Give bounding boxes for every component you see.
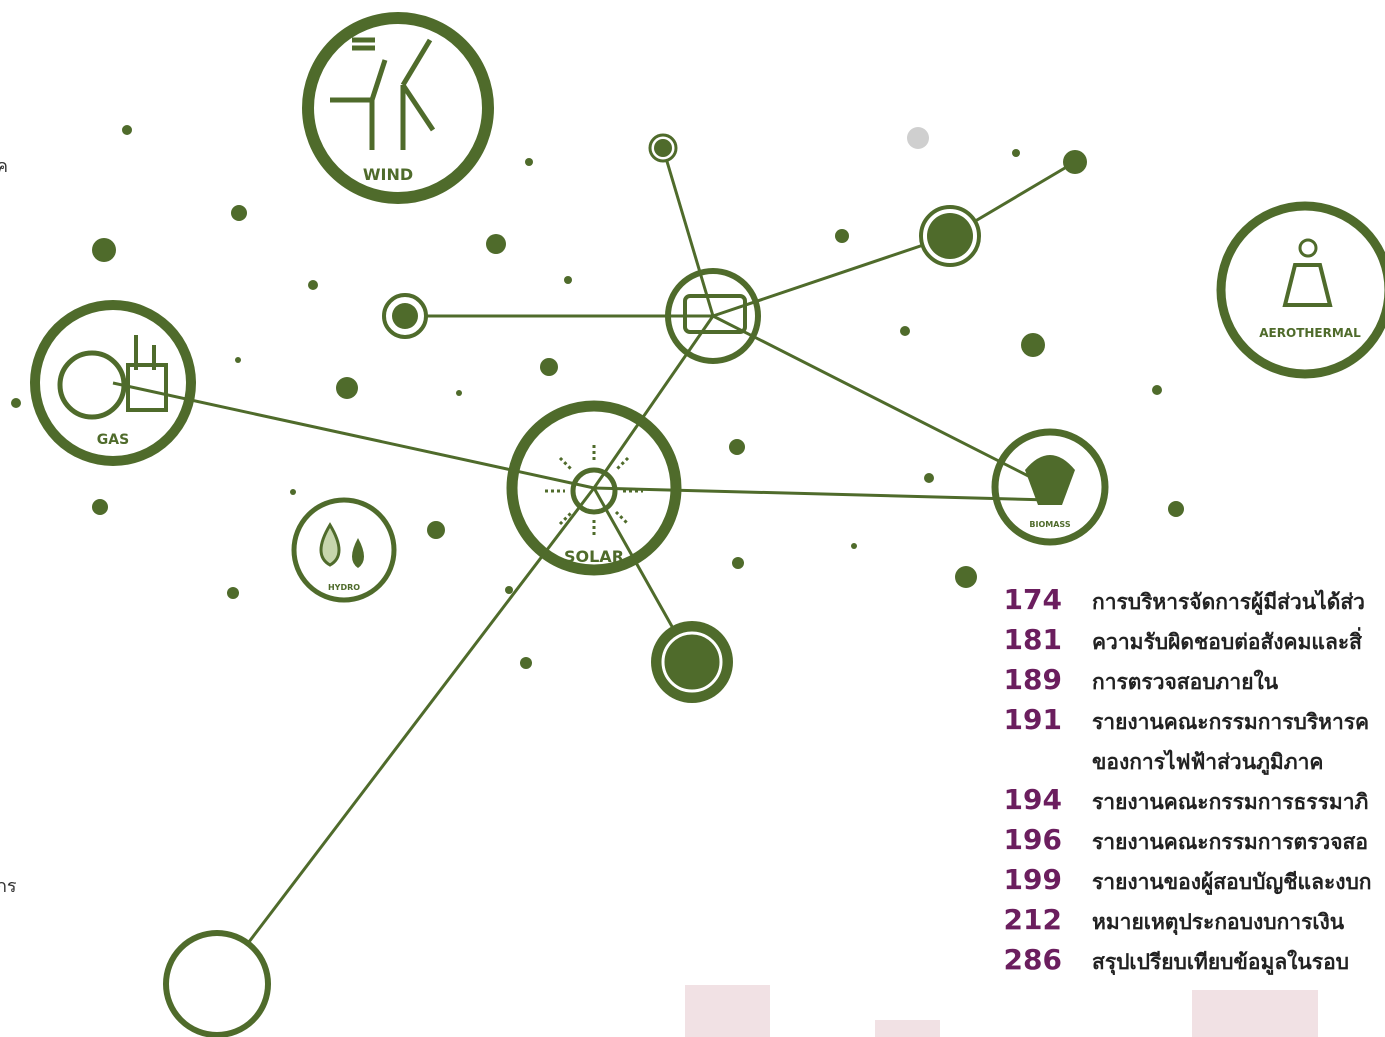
decor-block [875, 1020, 940, 1037]
decor-block [1192, 990, 1318, 1037]
entry-title: รายงานคณะกรรมการตรวจสอ [1092, 830, 1368, 854]
icon-label: HYDRO [328, 583, 360, 592]
margin-text: ค [0, 156, 8, 177]
entry-title: การตรวจสอบภายใน [1092, 669, 1279, 694]
entry-title: ของการไฟฟ้าส่วนภูมิภาค [1092, 749, 1323, 776]
entry-title: หมายเหตุประกอบงบการเงิน [1092, 910, 1345, 936]
page-number: 196 [1004, 823, 1062, 856]
page-number: 286 [1004, 943, 1062, 976]
page-number: 199 [1004, 863, 1062, 896]
page-number: 191 [1004, 703, 1062, 736]
page-number: 189 [1004, 663, 1062, 696]
table-of-contents: 174 การบริหารจัดการผู้มีส่วนได้ส่ว 181 ความ… [1004, 583, 1372, 976]
margin-text: กร [0, 876, 17, 897]
icon-label: BIOMASS [1029, 520, 1070, 529]
entry-title: การบริหารจัดการผู้มีส่วนได้ส่ว [1092, 589, 1365, 616]
icon-label: SOLAR [564, 547, 624, 566]
entry-title: รายงานคณะกรรมการธรรมาภิ [1092, 790, 1368, 814]
icon-label: GAS [97, 432, 129, 448]
page-number: 194 [1004, 783, 1062, 816]
entry-title: รายงานของผู้สอบบัญชีและงบก [1092, 870, 1372, 896]
icon-label: WIND [363, 165, 413, 184]
icon-label: AEROTHERMAL [1259, 326, 1361, 340]
page-number: 212 [1004, 903, 1062, 936]
entry-title: ความรับผิดชอบต่อสังคมและสิ่ [1092, 626, 1362, 654]
document: WIND GAS SOLAR HYDRO BIOMASS AEROTHERMAL… [0, 0, 1385, 1037]
entry-title: สรุปเปรียบเทียบข้อมูลในรอบ [1092, 949, 1349, 976]
page-number: 181 [1004, 623, 1062, 656]
page-number: 174 [1004, 583, 1062, 616]
decor-block [685, 985, 770, 1037]
page: {"margin_text": ["ค", "กร"], "icons": {"… [0, 0, 1385, 1037]
entry-title: รายงานคณะกรรมการบริหารค [1092, 710, 1369, 734]
